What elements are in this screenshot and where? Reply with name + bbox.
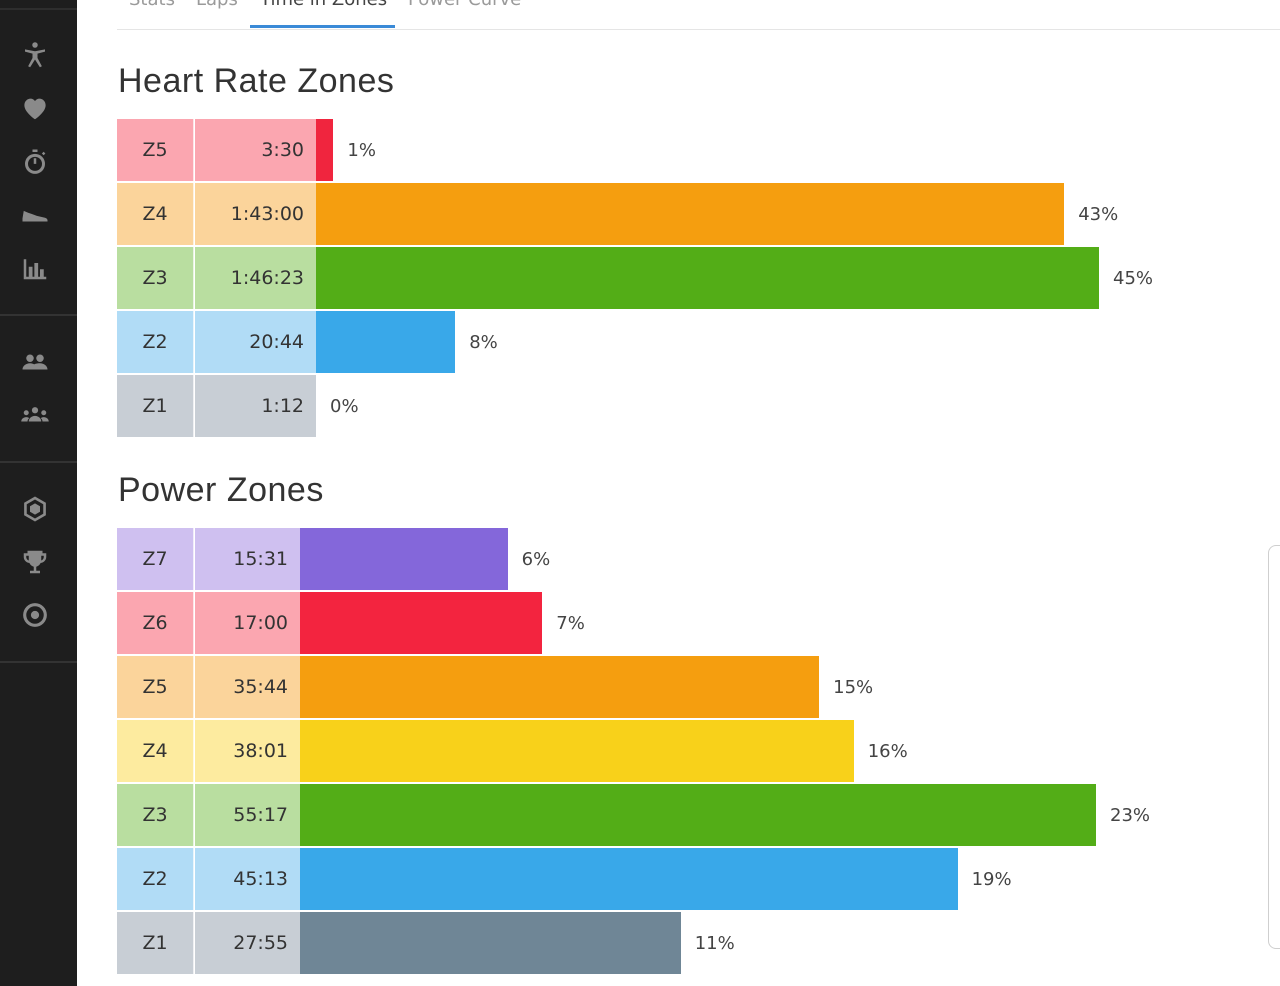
sidebar-divider xyxy=(0,661,77,663)
zone-bar xyxy=(300,592,543,654)
zone-bar xyxy=(300,784,1096,846)
trophy-icon[interactable] xyxy=(18,545,52,579)
zone-time: 1:12 xyxy=(195,375,316,437)
zone-bar xyxy=(300,912,681,974)
zone-bar xyxy=(316,183,1065,245)
zone-bar xyxy=(300,656,820,718)
sidebar-divider xyxy=(0,314,77,316)
zone-label: Z5 xyxy=(117,656,194,718)
zone-label: Z2 xyxy=(117,848,194,910)
zone-label: Z1 xyxy=(117,912,194,974)
zone-label: Z2 xyxy=(117,311,194,373)
tab-bar: Stats Laps Time in Zones Power Curve xyxy=(117,0,1280,30)
zone-percent: 8% xyxy=(469,331,498,353)
zone-time: 3:30 xyxy=(195,119,316,181)
zone-label: Z4 xyxy=(117,183,194,245)
group-icon[interactable] xyxy=(18,397,52,431)
stopwatch-icon[interactable] xyxy=(18,145,52,179)
zone-time: 27:55 xyxy=(195,912,300,974)
zone-time: 1:43:00 xyxy=(195,183,316,245)
zone-percent: 16% xyxy=(867,740,908,762)
zone-bar xyxy=(300,848,958,910)
zone-percent: 11% xyxy=(694,932,735,954)
zone-time: 35:44 xyxy=(195,656,300,718)
tab-time-in-zones[interactable]: Time in Zones xyxy=(260,0,387,10)
zone-label: Z6 xyxy=(117,592,194,654)
zone-time: 38:01 xyxy=(195,720,300,782)
zone-bar xyxy=(316,119,334,181)
tab-stats[interactable]: Stats xyxy=(129,0,175,10)
heart-icon[interactable] xyxy=(18,91,52,125)
zone-label: Z3 xyxy=(117,247,194,309)
zone-bar xyxy=(300,528,508,590)
zone-time: 55:17 xyxy=(195,784,300,846)
zone-label: Z4 xyxy=(117,720,194,782)
zone-label: Z5 xyxy=(117,119,194,181)
zone-time: 17:00 xyxy=(195,592,300,654)
zone-percent: 7% xyxy=(556,612,585,634)
zone-label: Z3 xyxy=(117,784,194,846)
heart-rate-zones-title: Heart Rate Zones xyxy=(118,62,395,100)
power-zones-title: Power Zones xyxy=(118,471,324,509)
zone-percent: 1% xyxy=(347,139,376,161)
zone-percent: 45% xyxy=(1113,267,1154,289)
zone-bar xyxy=(316,311,456,373)
tab-power-curve[interactable]: Power Curve xyxy=(408,0,521,10)
zone-time: 15:31 xyxy=(195,528,300,590)
target-icon[interactable] xyxy=(18,598,52,632)
shoe-icon[interactable] xyxy=(18,197,52,231)
zone-time: 20:44 xyxy=(195,311,316,373)
zone-bar xyxy=(316,247,1099,309)
activity-person-icon[interactable] xyxy=(18,38,52,72)
zone-percent: 23% xyxy=(1110,804,1151,826)
friends-icon[interactable] xyxy=(18,345,52,379)
sidebar xyxy=(0,0,77,986)
sidebar-divider xyxy=(0,461,77,463)
zone-percent: 43% xyxy=(1078,203,1119,225)
zone-time: 45:13 xyxy=(195,848,300,910)
zone-percent: 6% xyxy=(521,548,551,570)
zone-label: Z7 xyxy=(117,528,194,590)
zone-bar xyxy=(300,720,854,782)
zone-percent: 19% xyxy=(971,868,1012,890)
sidebar-divider xyxy=(0,8,77,10)
zone-percent: 15% xyxy=(833,676,874,698)
hexagon-icon[interactable] xyxy=(18,492,52,526)
zone-label: Z1 xyxy=(117,375,194,437)
zone-time: 1:46:23 xyxy=(195,247,316,309)
side-panel-edge[interactable] xyxy=(1268,545,1280,949)
zone-percent: 0% xyxy=(330,395,359,417)
bar-chart-icon[interactable] xyxy=(18,251,52,285)
active-tab-indicator xyxy=(250,25,395,28)
tab-laps[interactable]: Laps xyxy=(196,0,238,10)
